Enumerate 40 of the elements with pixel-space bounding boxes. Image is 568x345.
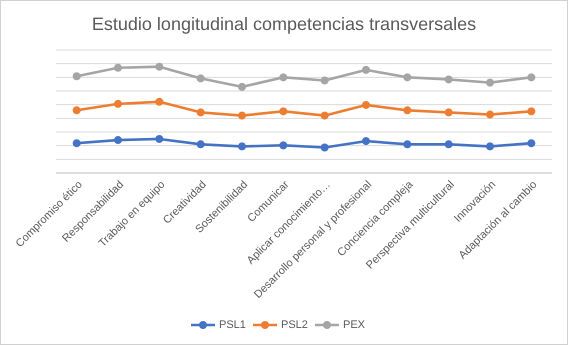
legend-label: PSL2	[281, 318, 308, 331]
point	[403, 106, 412, 114]
chart-title: Estudio longitudinal competencias transversales	[92, 14, 476, 34]
point	[320, 76, 329, 85]
legend-label: PEX	[343, 318, 366, 331]
point	[403, 140, 412, 148]
point	[279, 107, 288, 116]
point	[486, 142, 494, 150]
point	[155, 134, 164, 143]
point	[238, 142, 246, 150]
point	[72, 139, 81, 148]
point	[196, 140, 205, 148]
point	[155, 62, 164, 71]
point	[320, 112, 329, 120]
point	[444, 108, 453, 116]
point	[362, 137, 370, 146]
legend-label: PSL1	[219, 318, 246, 331]
point	[114, 100, 122, 108]
point	[238, 112, 246, 120]
point	[486, 110, 494, 119]
point	[155, 98, 164, 106]
point	[527, 107, 536, 116]
point	[320, 143, 329, 152]
point	[486, 78, 494, 87]
point	[114, 64, 122, 72]
point	[238, 82, 246, 91]
point	[444, 140, 453, 148]
point	[72, 72, 81, 80]
point	[527, 73, 536, 82]
point	[279, 141, 288, 150]
point	[444, 75, 453, 84]
point	[362, 100, 370, 109]
point	[527, 139, 536, 148]
point	[196, 74, 205, 82]
point	[403, 73, 412, 82]
point	[114, 136, 122, 144]
point	[196, 108, 205, 116]
point	[362, 66, 370, 74]
point	[72, 106, 81, 114]
point	[279, 73, 288, 82]
